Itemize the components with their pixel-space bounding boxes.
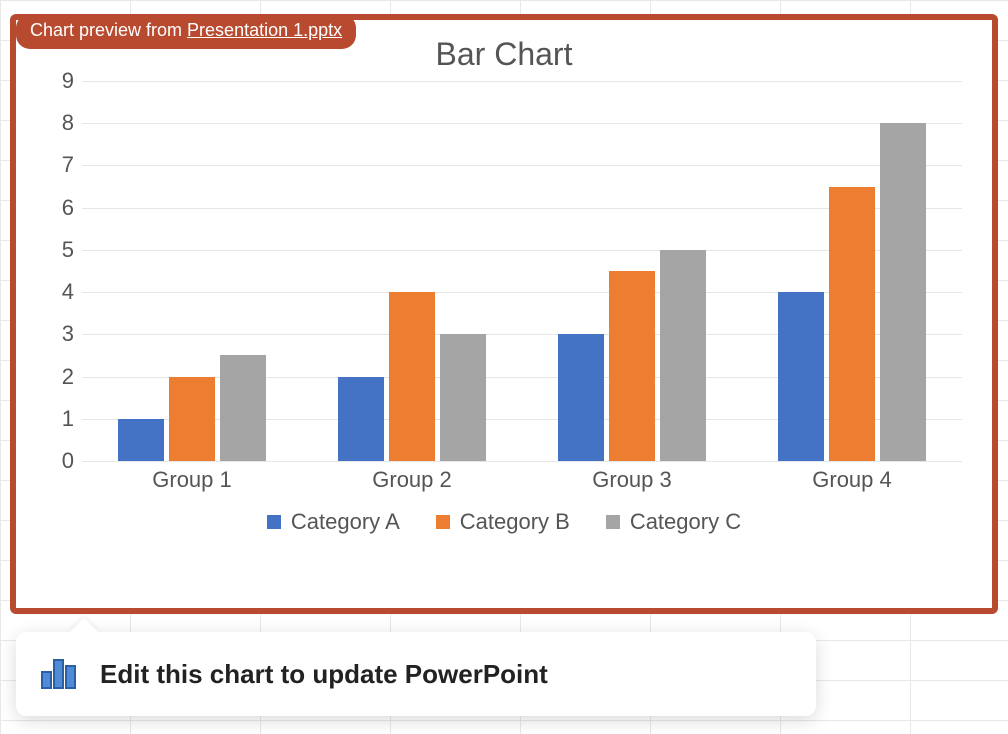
y-tick-label: 5 bbox=[40, 237, 74, 263]
bar bbox=[169, 377, 215, 461]
legend-label: Category A bbox=[291, 509, 400, 535]
chart-inner: Bar Chart 0123456789 Group 1Group 2Group… bbox=[26, 30, 982, 598]
legend-label: Category B bbox=[460, 509, 570, 535]
y-tick-label: 9 bbox=[40, 68, 74, 94]
legend-item: Category C bbox=[606, 509, 741, 535]
legend-item: Category A bbox=[267, 509, 400, 535]
legend-swatch bbox=[436, 515, 450, 529]
legend-label: Category C bbox=[630, 509, 741, 535]
chart-preview-frame[interactable]: Bar Chart 0123456789 Group 1Group 2Group… bbox=[10, 14, 998, 614]
bar bbox=[440, 334, 486, 461]
x-axis-labels: Group 1 Group 2 Group 3 Group 4 bbox=[82, 461, 962, 501]
legend-swatch bbox=[606, 515, 620, 529]
bar bbox=[220, 355, 266, 461]
y-tick-label: 2 bbox=[40, 364, 74, 390]
plot-region: 0123456789 bbox=[82, 81, 962, 461]
y-tick-label: 8 bbox=[40, 110, 74, 136]
bar bbox=[118, 419, 164, 461]
badge-prefix: Chart preview from bbox=[30, 20, 187, 40]
bar bbox=[829, 187, 875, 461]
legend-swatch bbox=[267, 515, 281, 529]
y-tick-label: 0 bbox=[40, 448, 74, 474]
y-tick-label: 7 bbox=[40, 152, 74, 178]
gridline bbox=[82, 81, 962, 82]
bar bbox=[609, 271, 655, 461]
y-tick-label: 3 bbox=[40, 321, 74, 347]
gridline bbox=[82, 123, 962, 124]
bar bbox=[880, 123, 926, 461]
chart-preview-badge: Chart preview from Presentation 1.pptx bbox=[16, 14, 356, 49]
bar bbox=[660, 250, 706, 461]
badge-filename-link[interactable]: Presentation 1.pptx bbox=[187, 20, 342, 40]
bar bbox=[338, 377, 384, 461]
legend-item: Category B bbox=[436, 509, 570, 535]
edit-chart-text: Edit this chart to update PowerPoint bbox=[100, 659, 548, 690]
bar bbox=[558, 334, 604, 461]
bar bbox=[389, 292, 435, 461]
y-tick-label: 6 bbox=[40, 195, 74, 221]
x-tick-label: Group 3 bbox=[592, 467, 672, 493]
y-tick-label: 4 bbox=[40, 279, 74, 305]
x-tick-label: Group 4 bbox=[812, 467, 892, 493]
edit-chart-card[interactable]: Edit this chart to update PowerPoint bbox=[16, 632, 816, 716]
x-tick-label: Group 1 bbox=[152, 467, 232, 493]
x-tick-label: Group 2 bbox=[372, 467, 452, 493]
y-tick-label: 1 bbox=[40, 406, 74, 432]
bar-chart-icon bbox=[40, 654, 80, 695]
gridline bbox=[82, 165, 962, 166]
legend: Category A Category B Category C bbox=[26, 509, 982, 535]
bar bbox=[778, 292, 824, 461]
